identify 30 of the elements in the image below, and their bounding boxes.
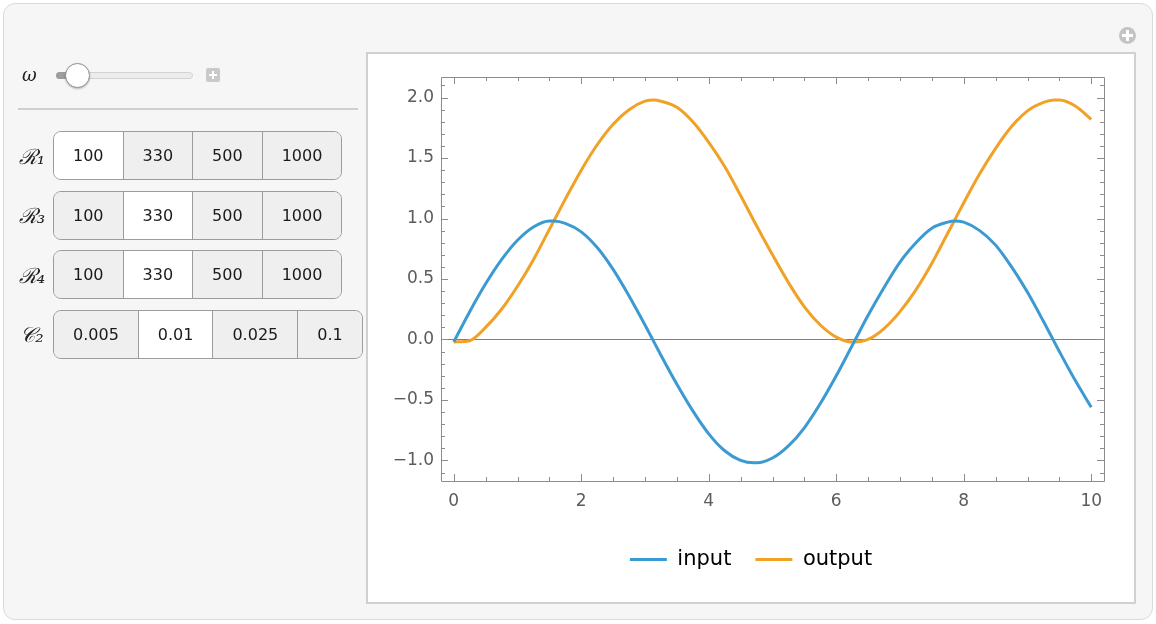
y-tick-label: 1.5 xyxy=(406,146,434,167)
x-tick-label: 4 xyxy=(703,489,715,510)
x-tick-label: 0 xyxy=(448,489,460,510)
category-label: ℛ₄ xyxy=(18,263,46,288)
x-tick-label: 6 xyxy=(830,489,842,510)
button: 0.1 xyxy=(297,311,362,359)
line-series xyxy=(452,219,1093,465)
button: 0.01 xyxy=(137,311,213,359)
button: 1000 xyxy=(261,191,342,239)
category-label: 𝒞₂ xyxy=(20,322,44,347)
line-series xyxy=(452,98,1093,344)
category-label: ℛ₁ xyxy=(18,144,46,169)
y-tick-label: 0.0 xyxy=(406,327,434,348)
y-tick-label: −1.0 xyxy=(392,448,434,469)
legend-label: output xyxy=(802,545,873,570)
y-tick-label: 2.0 xyxy=(406,85,434,106)
button: 1000 xyxy=(261,251,342,299)
category-label: ℛ₃ xyxy=(18,204,46,229)
x-tick-label: 2 xyxy=(575,489,587,510)
x-tick-label: 10 xyxy=(1080,489,1103,510)
x-tick-label: 8 xyxy=(958,489,970,510)
button: 330 xyxy=(122,251,193,299)
button: 1000 xyxy=(261,132,342,179)
legend-label: input xyxy=(677,545,732,570)
text: ω xyxy=(22,63,37,87)
button: 100 xyxy=(54,132,123,179)
y-tick-label: 0.5 xyxy=(406,267,434,288)
y-tick-label: 1.0 xyxy=(406,206,434,227)
y-tick-label: −0.5 xyxy=(392,388,434,409)
button: 330 xyxy=(122,191,193,239)
